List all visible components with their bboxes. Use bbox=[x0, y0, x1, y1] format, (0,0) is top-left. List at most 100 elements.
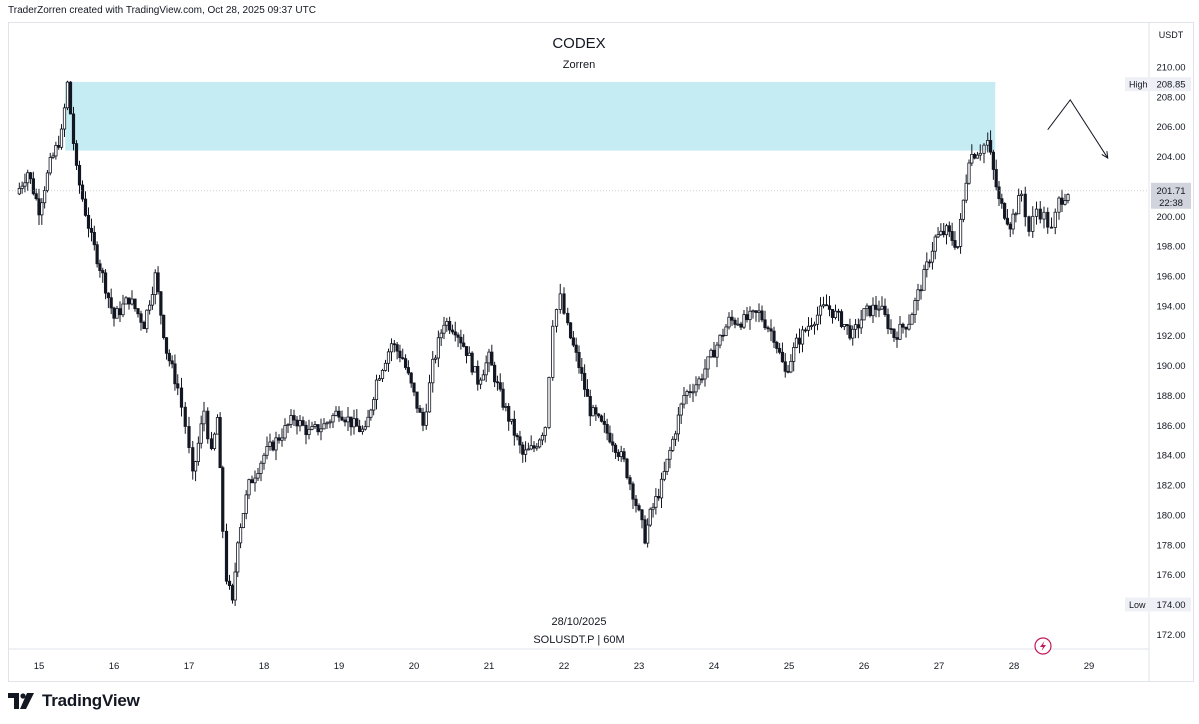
x-tick-label: 17 bbox=[184, 661, 195, 672]
candle bbox=[613, 443, 618, 460]
last-price-background bbox=[1151, 182, 1191, 209]
high-marker-label: High bbox=[1129, 80, 1148, 90]
candle-body bbox=[265, 445, 269, 456]
candle-body bbox=[433, 357, 438, 360]
candlestick-chart[interactable]: CODEX Zorren 28/10/2025 SOLUSDT.P | 60M … bbox=[9, 23, 1193, 681]
candle bbox=[462, 334, 466, 348]
candle bbox=[343, 416, 347, 427]
candle-body bbox=[98, 263, 102, 271]
candle-body bbox=[206, 410, 210, 440]
candle-body bbox=[691, 391, 695, 394]
candle-body bbox=[277, 437, 281, 441]
candle-body bbox=[124, 297, 128, 305]
candle bbox=[289, 409, 293, 428]
candle bbox=[1014, 211, 1018, 223]
candle-body bbox=[71, 113, 76, 144]
candle bbox=[978, 144, 982, 161]
candle bbox=[133, 298, 137, 312]
candle-body bbox=[880, 305, 884, 310]
supply-zone[interactable] bbox=[65, 81, 996, 151]
candle bbox=[268, 433, 272, 451]
candle bbox=[453, 321, 457, 342]
y-tick-label: 206.00 bbox=[1156, 122, 1185, 133]
candle bbox=[159, 290, 163, 325]
candle-body bbox=[668, 449, 672, 460]
candle bbox=[358, 419, 362, 433]
candle bbox=[340, 410, 344, 422]
candle-body bbox=[304, 424, 308, 436]
candle bbox=[95, 241, 99, 268]
candle-body bbox=[322, 423, 326, 430]
candle bbox=[862, 308, 866, 321]
candle bbox=[150, 286, 155, 310]
candle bbox=[950, 222, 954, 246]
candle-body bbox=[51, 155, 55, 158]
candle-body bbox=[343, 419, 347, 423]
candle bbox=[212, 432, 217, 451]
candle bbox=[478, 377, 483, 390]
candle-body bbox=[566, 312, 570, 324]
candle-body bbox=[512, 418, 516, 436]
candle bbox=[112, 306, 116, 327]
candle bbox=[721, 328, 725, 342]
candle bbox=[824, 294, 829, 307]
candle-body bbox=[562, 293, 566, 314]
candle-body bbox=[268, 441, 272, 447]
candle bbox=[68, 81, 73, 115]
candle-body bbox=[439, 332, 443, 339]
candle-body bbox=[628, 477, 632, 485]
candle bbox=[331, 413, 335, 429]
candle-body bbox=[478, 379, 483, 385]
candle-body bbox=[662, 471, 666, 480]
candle bbox=[259, 460, 263, 482]
candle-body bbox=[637, 505, 641, 511]
candle bbox=[89, 218, 94, 242]
candle-body bbox=[418, 407, 422, 413]
y-tick-label: 180.00 bbox=[1156, 510, 1185, 521]
candle-body bbox=[577, 351, 581, 368]
candle bbox=[1053, 208, 1057, 235]
candle-body bbox=[484, 362, 488, 376]
flash-icon[interactable] bbox=[1034, 637, 1052, 655]
candle-body bbox=[907, 323, 911, 330]
candle bbox=[853, 319, 858, 339]
candle-body bbox=[540, 434, 545, 441]
candle bbox=[856, 318, 860, 339]
candle bbox=[401, 348, 405, 360]
candle-body bbox=[464, 346, 469, 356]
low-marker-background bbox=[1125, 597, 1191, 612]
candle bbox=[521, 441, 525, 463]
candle-body bbox=[150, 294, 155, 306]
candle-body bbox=[224, 530, 229, 582]
candle bbox=[1057, 196, 1061, 220]
candle-body bbox=[316, 424, 320, 433]
chart-title: CODEX bbox=[552, 35, 605, 52]
candle bbox=[501, 382, 505, 411]
candle-body bbox=[895, 337, 899, 340]
candle-body bbox=[462, 342, 466, 347]
candle-body bbox=[797, 337, 802, 345]
candle bbox=[377, 374, 382, 381]
candle bbox=[355, 409, 359, 427]
projection-line[interactable] bbox=[1047, 98, 1109, 159]
candle-body bbox=[139, 313, 143, 323]
candle-body bbox=[1000, 198, 1004, 204]
candle-body bbox=[230, 585, 235, 601]
candle-body bbox=[597, 413, 601, 417]
candle bbox=[975, 151, 980, 159]
candle bbox=[256, 467, 260, 482]
candle-body bbox=[619, 451, 623, 457]
candle bbox=[964, 174, 968, 204]
chart-frame[interactable]: CODEX Zorren 28/10/2025 SOLUSDT.P | 60M … bbox=[8, 22, 1194, 682]
candle bbox=[83, 191, 88, 217]
candle-body bbox=[956, 245, 960, 248]
candle-body bbox=[212, 433, 217, 449]
tradingview-branding[interactable]: TradingView bbox=[8, 686, 140, 716]
candle-body bbox=[1049, 226, 1054, 229]
candle-body bbox=[167, 352, 171, 362]
candle bbox=[1023, 186, 1027, 227]
candle-body bbox=[643, 519, 647, 544]
candle-body bbox=[925, 261, 929, 270]
candle bbox=[942, 222, 946, 238]
